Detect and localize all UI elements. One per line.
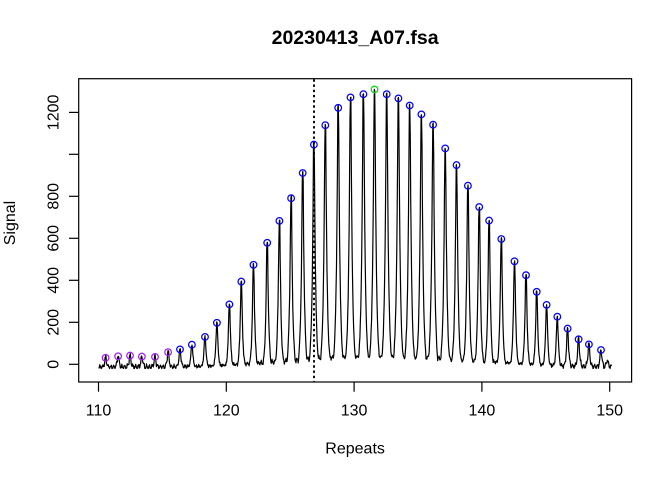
svg-text:Repeats: Repeats [325,441,385,458]
svg-text:130: 130 [341,403,368,420]
svg-text:800: 800 [46,183,63,210]
svg-text:120: 120 [213,403,240,420]
svg-text:200: 200 [46,309,63,336]
svg-text:Signal: Signal [2,201,19,245]
svg-text:150: 150 [596,403,623,420]
svg-text:20230413_A07.fsa: 20230413_A07.fsa [272,27,439,49]
svg-text:140: 140 [469,403,496,420]
svg-text:1200: 1200 [46,95,63,131]
svg-text:600: 600 [46,225,63,252]
svg-text:400: 400 [46,267,63,294]
svg-text:0: 0 [46,360,63,369]
svg-text:110: 110 [86,403,112,420]
